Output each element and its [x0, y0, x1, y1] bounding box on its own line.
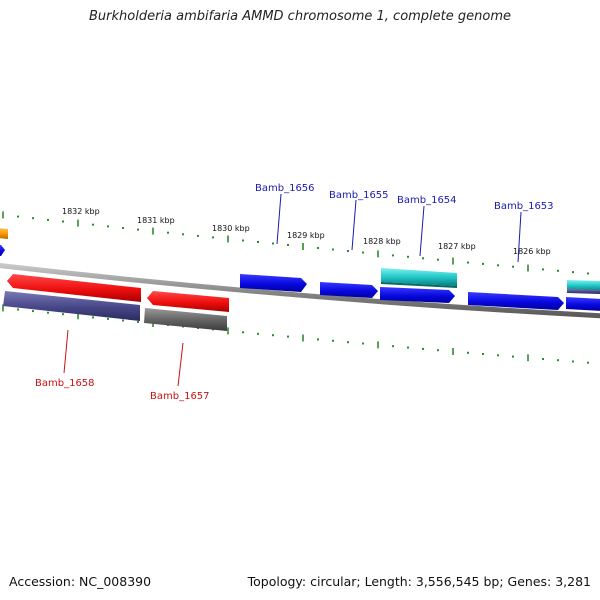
- gene-bamb-1657[interactable]: [144, 308, 227, 331]
- gene-blue-1[interactable]: [380, 287, 455, 303]
- kbp-label: 1831 kbp: [137, 216, 175, 225]
- gene-bamb-1658-red[interactable]: [7, 274, 141, 302]
- gene-label-bamb-1658[interactable]: Bamb_1658: [35, 378, 95, 389]
- pointer-bamb-1653: [517, 211, 522, 263]
- kbp-label: 1827 kbp: [438, 242, 476, 251]
- pointer-bamb-1657: [177, 342, 184, 387]
- kbp-label: 1830 kbp: [212, 224, 250, 233]
- gene-blue-partial-left[interactable]: [0, 245, 5, 256]
- pointer-bamb-1658: [63, 329, 69, 374]
- pointer-bamb-1654: [419, 205, 425, 257]
- genome-summary-text: Topology: circular; Length: 3,556,545 bp…: [247, 574, 591, 589]
- kbp-label: 1828 kbp: [363, 237, 401, 246]
- map-title: Burkholderia ambifaria AMMD chromosome 1…: [88, 9, 512, 24]
- pointer-bamb-1655: [351, 199, 357, 251]
- gene-bamb-1654[interactable]: [381, 268, 457, 286]
- gene-label-bamb-1653[interactable]: Bamb_1653: [494, 201, 554, 212]
- inner-tick-row: [2, 304, 589, 364]
- gene-label-bamb-1657[interactable]: Bamb_1657: [150, 391, 210, 402]
- gene-orange-partial[interactable]: [0, 228, 8, 239]
- gene-bamb-1653[interactable]: [468, 292, 564, 310]
- pointer-bamb-1656: [276, 193, 282, 245]
- accession-text: Accession: NC_008390: [9, 574, 152, 589]
- chromosome-backbone: [0, 263, 600, 319]
- gene-blue-partial-right[interactable]: [566, 297, 600, 311]
- gene-bamb-1657-red[interactable]: [147, 291, 229, 312]
- kbp-label: 1829 kbp: [287, 231, 325, 240]
- gene-bamb-1654-shadow: [381, 282, 457, 288]
- kbp-label: 1832 kbp: [62, 207, 100, 216]
- gene-slate-partial-right[interactable]: [567, 289, 600, 294]
- gene-bamb-1655[interactable]: [320, 282, 378, 298]
- gene-label-bamb-1655[interactable]: Bamb_1655: [329, 190, 389, 201]
- gene-label-bamb-1656[interactable]: Bamb_1656: [255, 183, 315, 194]
- gene-label-bamb-1654[interactable]: Bamb_1654: [397, 195, 457, 206]
- kbp-label: 1826 kbp: [513, 247, 551, 256]
- outer-tick-row: [2, 211, 589, 275]
- gene-bamb-1658[interactable]: [3, 291, 140, 321]
- gene-cyan-partial-right[interactable]: [567, 280, 600, 291]
- gene-bamb-1656[interactable]: [240, 274, 307, 292]
